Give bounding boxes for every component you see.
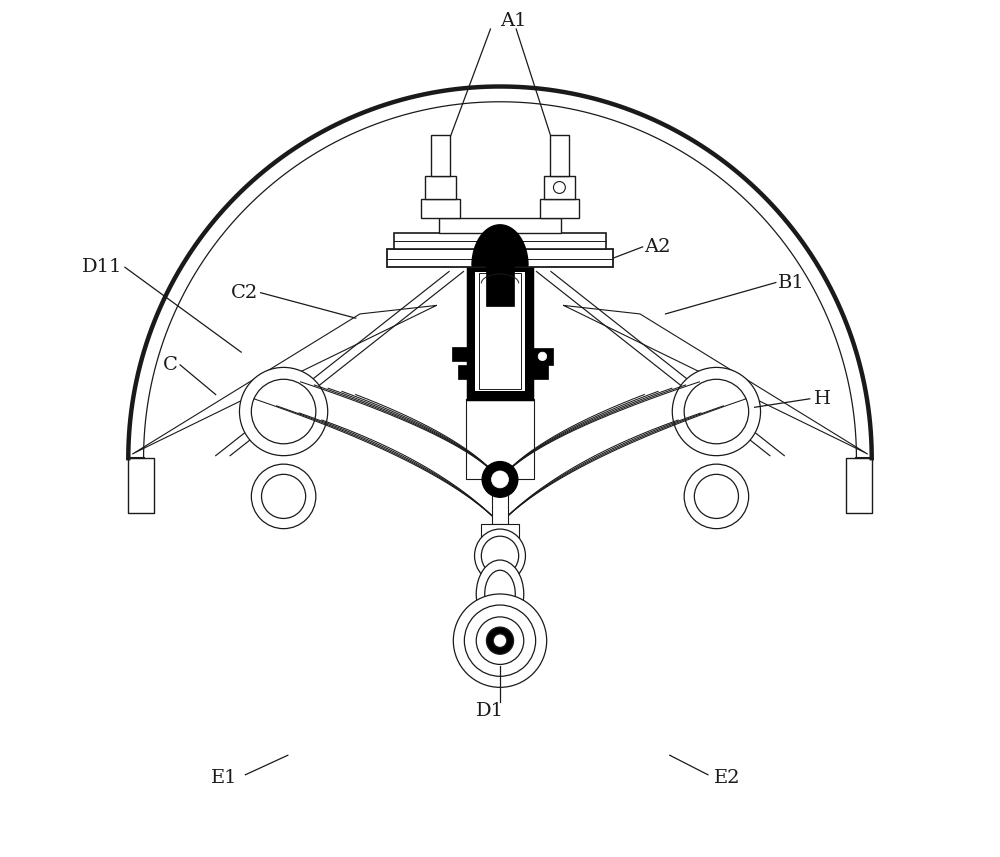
Text: D1: D1 xyxy=(476,702,504,720)
Circle shape xyxy=(251,380,316,444)
Ellipse shape xyxy=(485,570,515,618)
Bar xyxy=(483,594,517,628)
Text: B1: B1 xyxy=(778,273,805,291)
Circle shape xyxy=(684,380,749,444)
Circle shape xyxy=(486,627,514,654)
Circle shape xyxy=(476,617,524,664)
Circle shape xyxy=(553,182,565,194)
Text: C2: C2 xyxy=(231,284,258,302)
Bar xyxy=(481,524,519,541)
Polygon shape xyxy=(128,458,154,513)
Polygon shape xyxy=(133,305,436,454)
Circle shape xyxy=(453,594,547,687)
Circle shape xyxy=(239,368,328,456)
Text: H: H xyxy=(814,390,831,408)
Bar xyxy=(479,273,521,388)
Bar xyxy=(475,273,525,391)
Text: A1: A1 xyxy=(500,12,526,30)
Circle shape xyxy=(694,474,738,518)
Circle shape xyxy=(251,464,316,529)
Bar xyxy=(458,365,468,380)
Circle shape xyxy=(464,605,536,676)
Bar xyxy=(550,135,569,176)
Text: C: C xyxy=(163,356,178,374)
Bar xyxy=(532,348,553,365)
Circle shape xyxy=(493,634,507,647)
Bar xyxy=(540,200,579,218)
Polygon shape xyxy=(439,233,561,265)
Polygon shape xyxy=(846,458,872,513)
Circle shape xyxy=(684,464,749,529)
Circle shape xyxy=(672,368,761,456)
Bar xyxy=(439,218,561,233)
Ellipse shape xyxy=(476,560,524,628)
Bar xyxy=(544,176,575,200)
Ellipse shape xyxy=(481,536,519,575)
Ellipse shape xyxy=(475,529,525,583)
Polygon shape xyxy=(466,399,534,479)
Bar xyxy=(492,479,508,524)
Bar xyxy=(431,135,450,176)
Text: A2: A2 xyxy=(644,238,671,256)
Polygon shape xyxy=(472,225,528,266)
Circle shape xyxy=(482,462,518,497)
Bar xyxy=(486,266,514,306)
Polygon shape xyxy=(564,305,867,454)
Bar xyxy=(421,200,460,218)
Circle shape xyxy=(538,352,547,361)
Bar xyxy=(387,249,613,267)
Text: D11: D11 xyxy=(82,258,122,276)
Text: E1: E1 xyxy=(211,769,237,787)
Text: E2: E2 xyxy=(714,769,741,787)
Bar xyxy=(452,347,468,361)
Bar xyxy=(468,265,532,399)
Bar xyxy=(394,233,606,249)
Bar xyxy=(425,176,456,200)
Circle shape xyxy=(262,474,306,518)
Bar xyxy=(531,365,548,380)
Circle shape xyxy=(492,471,508,488)
Bar xyxy=(487,556,513,594)
